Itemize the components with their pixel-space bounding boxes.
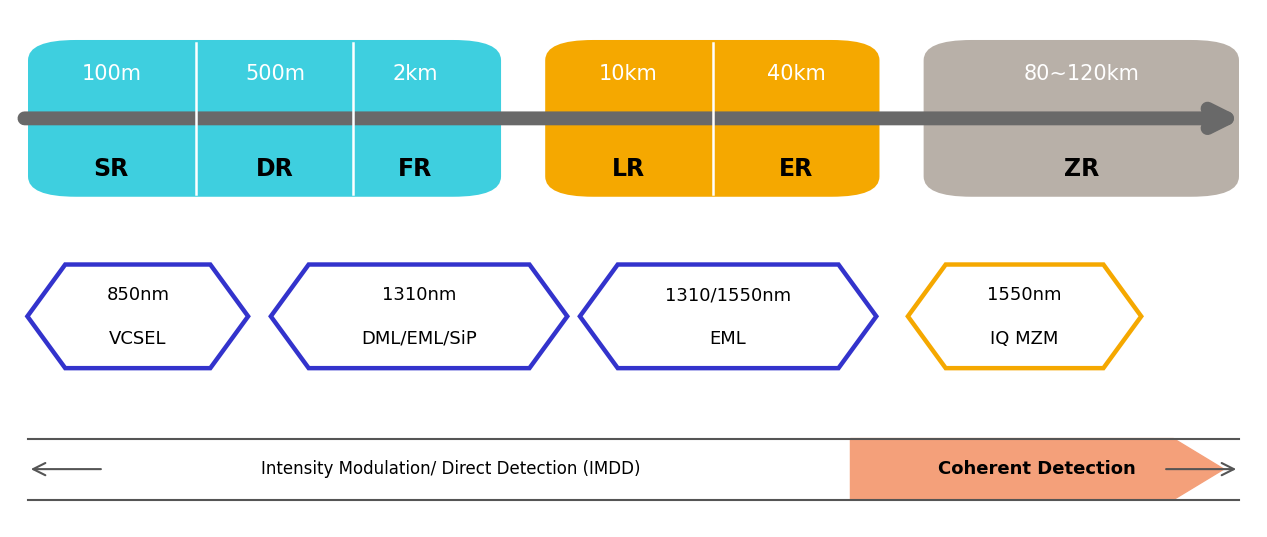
FancyBboxPatch shape	[28, 40, 500, 197]
Text: VCSEL: VCSEL	[109, 330, 166, 347]
FancyBboxPatch shape	[28, 439, 1239, 499]
Text: LR: LR	[612, 156, 645, 180]
Text: 1310nm: 1310nm	[381, 286, 456, 304]
Text: SR: SR	[94, 156, 129, 180]
Polygon shape	[580, 265, 877, 368]
Text: 100m: 100m	[81, 64, 141, 84]
Text: 10km: 10km	[599, 64, 658, 84]
Text: 2km: 2km	[393, 64, 438, 84]
Text: Coherent Detection: Coherent Detection	[939, 460, 1136, 478]
Text: 80~120km: 80~120km	[1024, 64, 1139, 84]
Polygon shape	[271, 265, 568, 368]
FancyBboxPatch shape	[545, 40, 879, 197]
Polygon shape	[28, 265, 248, 368]
Text: IQ MZM: IQ MZM	[991, 330, 1059, 347]
Text: ER: ER	[779, 156, 813, 180]
Text: 1310/1550nm: 1310/1550nm	[665, 286, 791, 304]
FancyArrow shape	[850, 439, 1224, 499]
Text: Intensity Modulation/ Direct Detection (IMDD): Intensity Modulation/ Direct Detection (…	[261, 460, 640, 478]
Text: 40km: 40km	[767, 64, 826, 84]
Text: DR: DR	[256, 156, 294, 180]
Text: EML: EML	[710, 330, 746, 347]
Text: 1550nm: 1550nm	[987, 286, 1062, 304]
Polygon shape	[908, 265, 1142, 368]
Text: 850nm: 850nm	[106, 286, 170, 304]
FancyBboxPatch shape	[924, 40, 1239, 197]
Text: 500m: 500m	[246, 64, 305, 84]
Text: FR: FR	[398, 156, 432, 180]
Text: ZR: ZR	[1064, 156, 1098, 180]
Text: DML/EML/SiP: DML/EML/SiP	[361, 330, 476, 347]
